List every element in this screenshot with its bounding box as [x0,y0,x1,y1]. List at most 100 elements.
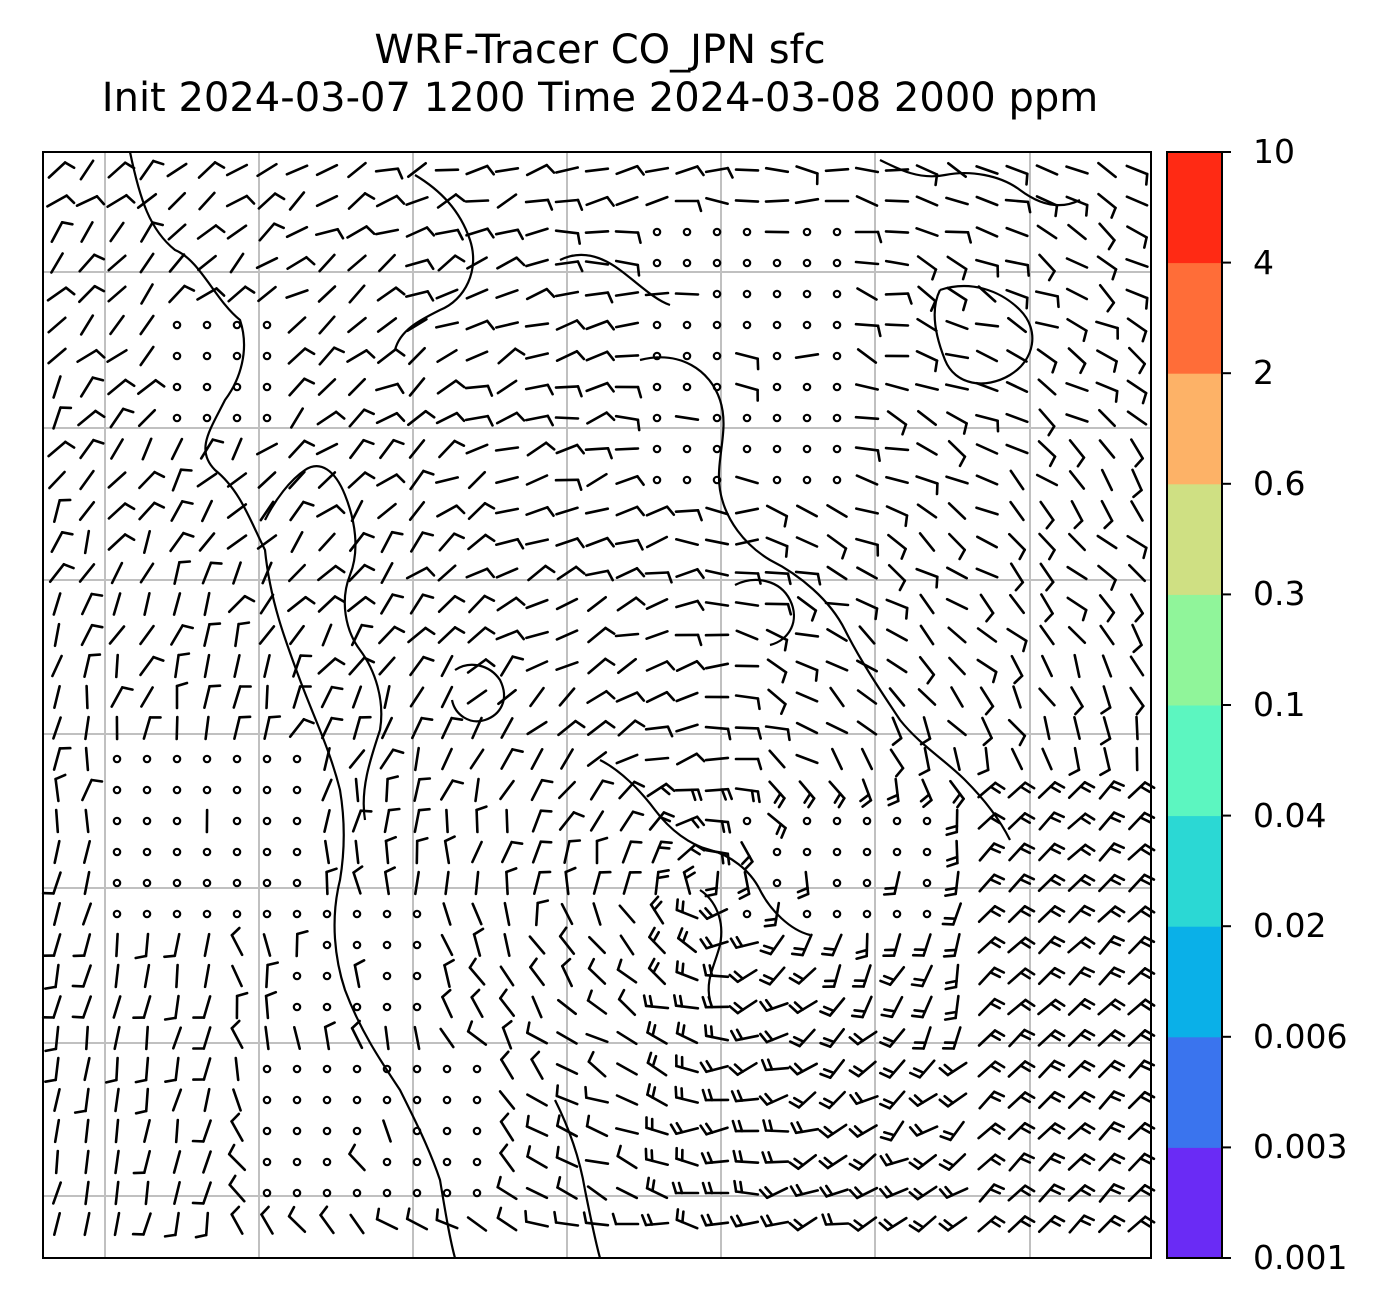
calm-circle [322,1188,332,1198]
wind-barb [1097,192,1117,219]
barb-feather [391,593,405,599]
barb-feather [1083,1029,1096,1037]
calm-circle [262,816,272,826]
barb-staff [796,1154,818,1170]
barb-feather [792,972,805,981]
barb-feather [850,1014,864,1019]
barb-staff [348,408,366,428]
calm-circle [772,320,782,330]
wind-barb [729,1214,760,1228]
barb-feather [848,1036,860,1046]
wind-barb [1007,904,1036,924]
wind-barb [109,407,135,429]
barb-staff [945,196,969,206]
wind-barb [530,778,554,802]
calm-circle [232,413,242,423]
barb-staff [496,1216,518,1232]
wind-barb [1096,255,1118,281]
barb-staff [524,414,550,422]
barb-feather [499,1050,510,1061]
calm-circle [262,878,272,888]
wind-barb [891,716,903,747]
barb-feather [819,1010,832,1017]
barb-staff [704,601,730,607]
calm-circle [412,909,422,919]
barb-feather [353,958,366,967]
wind-barb [1041,654,1053,678]
calm-circle [652,382,662,392]
barb-feather [779,702,787,716]
barb-feather [1023,842,1036,850]
wind-barb [472,1064,482,1074]
wind-barb [233,653,241,679]
barb-staff [441,747,453,771]
barb-staff [1065,195,1089,207]
wind-barb [234,1056,240,1082]
wind-barb [682,382,692,392]
wind-barb [640,1213,670,1227]
barb-staff [768,780,786,800]
wind-barb [772,351,782,361]
barb-feather [530,1050,541,1061]
barb-feather [529,957,538,969]
barb-feather [680,962,685,976]
wind-barb [132,995,152,1020]
wind-barb [947,626,967,644]
wind-barb [734,199,760,203]
barb-feather [879,1155,888,1167]
wind-barb [1098,222,1116,251]
wind-barb [767,688,787,716]
wind-barb [442,1157,452,1167]
barb-staff [884,292,910,296]
barb-feather [546,505,555,518]
wind-barb [81,592,104,616]
wind-barb [855,659,879,673]
wind-barb [1125,195,1149,207]
barb-staff [436,379,458,395]
barb-feather [652,930,661,943]
barb-feather [1145,296,1149,310]
wind-barb [788,1062,819,1076]
barb-staff [115,653,119,679]
barb-staff [1009,469,1025,491]
wind-barb [788,1091,817,1109]
wind-barb [802,227,812,237]
wind-barb [712,227,722,237]
calm-circle [322,971,332,981]
barb-feather [703,1024,708,1038]
barb-staff [1098,842,1116,862]
calm-circle [292,1126,302,1136]
wind-barb [1038,408,1056,437]
barb-feather [1143,781,1156,790]
wind-barb [464,414,494,427]
wind-barb [584,507,610,515]
barb-feather [786,602,793,616]
wind-barb [191,1119,212,1143]
calm-circle [292,909,302,919]
wind-barb [862,909,872,919]
wind-barb [765,504,789,528]
wind-barb [587,626,616,644]
barb-staff [801,933,813,957]
barb-staff [317,595,337,613]
barb-staff [675,815,699,827]
calm-circle [652,413,662,423]
barb-staff [978,1183,996,1203]
wind-barb [348,1143,366,1172]
wind-barb [1065,195,1089,217]
wind-barb [292,1188,302,1198]
barb-staff [734,1190,760,1196]
barb-feather [705,1060,714,1072]
wind-barb [496,1175,518,1201]
barb-staff [854,507,880,515]
wind-barb [1067,1184,1096,1202]
wind-barb [440,654,454,678]
barb-staff [529,686,545,708]
wind-barb [712,444,722,454]
barb-feather [651,1179,656,1193]
barb-feather [992,842,1006,850]
wind-barb [170,624,194,646]
wind-barb [1007,967,1036,985]
wind-barb [292,685,312,709]
wind-barb [83,1056,91,1082]
